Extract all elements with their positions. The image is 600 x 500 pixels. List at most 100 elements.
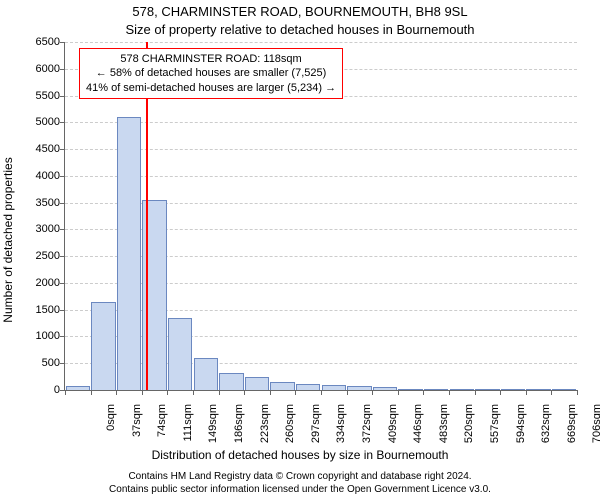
histogram-bar: [373, 387, 398, 390]
chart-subtitle: Size of property relative to detached ho…: [0, 22, 600, 37]
ytick-mark: [60, 122, 65, 123]
xtick-mark: [193, 390, 194, 395]
xtick-label: 74sqm: [156, 404, 168, 454]
ytick-label: 1500: [20, 304, 60, 316]
ytick-label: 2500: [20, 250, 60, 262]
xtick-mark: [295, 390, 296, 395]
xtick-label: 520sqm: [463, 404, 475, 454]
annotation-line: 41% of semi-detached houses are larger (…: [86, 81, 336, 95]
ytick-mark: [60, 256, 65, 257]
histogram-bar: [219, 373, 244, 390]
xtick-mark: [65, 390, 66, 395]
xtick-mark: [270, 390, 271, 395]
xtick-label: 632sqm: [540, 404, 552, 454]
xtick-label: 260sqm: [284, 404, 296, 454]
xtick-label: 111sqm: [182, 404, 194, 454]
histogram-bar: [66, 386, 91, 390]
gridline: [65, 42, 577, 43]
histogram-bar: [450, 389, 475, 390]
histogram-bar: [475, 389, 500, 390]
ytick-label: 6000: [20, 63, 60, 75]
histogram-bar: [270, 382, 295, 390]
footer-line-2: Contains public sector information licen…: [0, 483, 600, 496]
ytick-mark: [60, 42, 65, 43]
xtick-label: 409sqm: [387, 404, 399, 454]
histogram-bar: [347, 386, 372, 390]
histogram-bar: [194, 358, 219, 390]
ytick-label: 1000: [20, 330, 60, 342]
gridline: [65, 176, 577, 177]
xtick-label: 0sqm: [105, 404, 117, 454]
chart-container: 578, CHARMINSTER ROAD, BOURNEMOUTH, BH8 …: [0, 0, 600, 500]
xtick-label: 483sqm: [438, 404, 450, 454]
xtick-label: 594sqm: [515, 404, 527, 454]
histogram-bar: [322, 385, 347, 390]
annotation-line: ← 58% of detached houses are smaller (7,…: [86, 66, 336, 80]
xtick-label: 186sqm: [233, 404, 245, 454]
histogram-bar: [552, 389, 577, 390]
xtick-mark: [398, 390, 399, 395]
xtick-mark: [244, 390, 245, 395]
xtick-mark: [321, 390, 322, 395]
chart-footer: Contains HM Land Registry data © Crown c…: [0, 470, 600, 496]
ytick-mark: [60, 336, 65, 337]
ytick-mark: [60, 283, 65, 284]
histogram-bar: [168, 318, 193, 390]
xtick-mark: [475, 390, 476, 395]
xtick-mark: [526, 390, 527, 395]
xtick-mark: [142, 390, 143, 395]
x-axis-label: Distribution of detached houses by size …: [0, 448, 600, 462]
xtick-label: 372sqm: [361, 404, 373, 454]
gridline: [65, 149, 577, 150]
histogram-bar: [424, 389, 449, 390]
xtick-label: 149sqm: [207, 404, 219, 454]
xtick-label: 669sqm: [566, 404, 578, 454]
xtick-mark: [449, 390, 450, 395]
xtick-mark: [167, 390, 168, 395]
ytick-label: 4000: [20, 170, 60, 182]
ytick-label: 3000: [20, 223, 60, 235]
footer-line-1: Contains HM Land Registry data © Crown c…: [0, 470, 600, 483]
xtick-label: 223sqm: [259, 404, 271, 454]
annotation-box: 578 CHARMINSTER ROAD: 118sqm← 58% of det…: [79, 48, 343, 99]
histogram-bar: [91, 302, 116, 390]
xtick-mark: [500, 390, 501, 395]
xtick-mark: [116, 390, 117, 395]
xtick-mark: [577, 390, 578, 395]
ytick-mark: [60, 203, 65, 204]
ytick-mark: [60, 69, 65, 70]
annotation-line: 578 CHARMINSTER ROAD: 118sqm: [86, 52, 336, 66]
gridline: [65, 122, 577, 123]
xtick-label: 706sqm: [591, 404, 600, 454]
plot-area: 578 CHARMINSTER ROAD: 118sqm← 58% of det…: [64, 42, 577, 391]
ytick-mark: [60, 363, 65, 364]
xtick-mark: [551, 390, 552, 395]
histogram-bar: [526, 389, 551, 390]
histogram-bar: [245, 377, 270, 390]
xtick-label: 297sqm: [310, 404, 322, 454]
xtick-label: 446sqm: [412, 404, 424, 454]
ytick-label: 6500: [20, 36, 60, 48]
xtick-mark: [219, 390, 220, 395]
ytick-mark: [60, 176, 65, 177]
xtick-mark: [91, 390, 92, 395]
histogram-bar: [398, 389, 423, 390]
xtick-mark: [372, 390, 373, 395]
ytick-label: 4500: [20, 143, 60, 155]
histogram-bar: [296, 384, 321, 390]
ytick-mark: [60, 229, 65, 230]
xtick-label: 37sqm: [131, 404, 143, 454]
histogram-bar: [117, 117, 142, 390]
histogram-bar: [501, 389, 526, 390]
ytick-label: 5000: [20, 116, 60, 128]
ytick-label: 0: [20, 384, 60, 396]
y-axis-label: Number of detached properties: [1, 157, 15, 322]
ytick-mark: [60, 310, 65, 311]
xtick-mark: [347, 390, 348, 395]
ytick-mark: [60, 149, 65, 150]
chart-title: 578, CHARMINSTER ROAD, BOURNEMOUTH, BH8 …: [0, 4, 600, 19]
xtick-mark: [423, 390, 424, 395]
xtick-label: 557sqm: [489, 404, 501, 454]
ytick-label: 500: [20, 357, 60, 369]
ytick-label: 3500: [20, 197, 60, 209]
